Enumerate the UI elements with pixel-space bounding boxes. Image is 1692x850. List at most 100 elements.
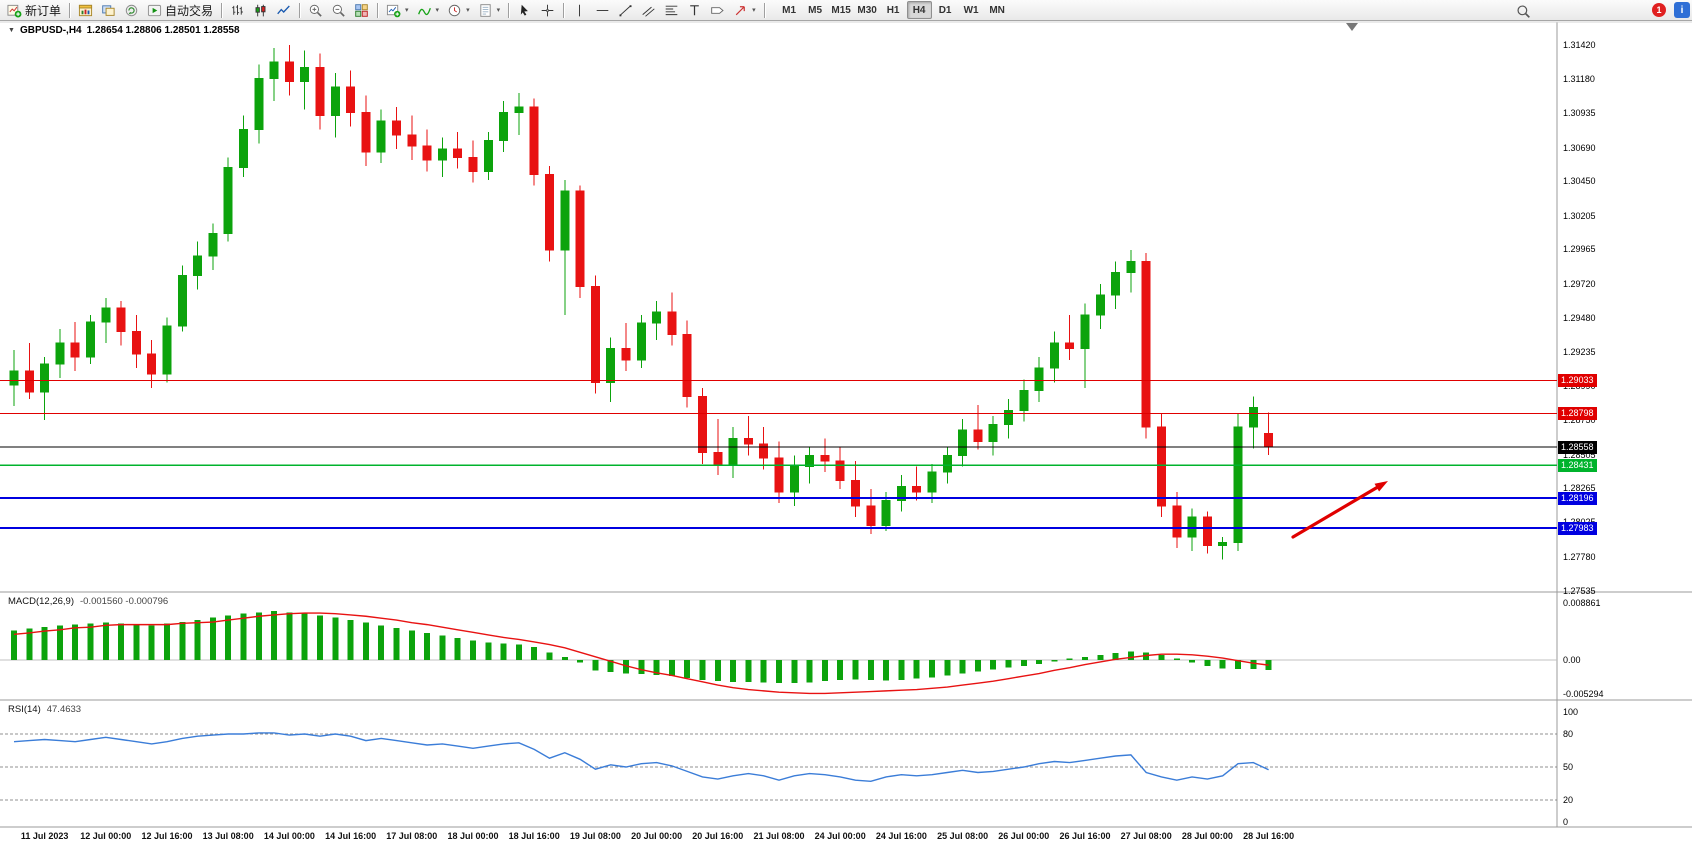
timeframe-toolbar: M1 M5 M15 M30 H1 H4 D1 W1 MN <box>777 1 1010 19</box>
toolbar-separator <box>508 2 510 18</box>
trendline-icon <box>619 4 632 16</box>
horizontal-line-tool-button[interactable] <box>591 1 614 20</box>
ohlc-values: 1.28654 1.28806 1.28501 1.28558 <box>86 25 240 36</box>
timeframe-m15-button[interactable]: M15 <box>831 4 851 16</box>
candlestick-mode-button[interactable] <box>249 1 272 20</box>
macd-histogram <box>11 611 1272 684</box>
timeframe-m1-button[interactable]: M1 <box>782 4 797 16</box>
new-order-button[interactable]: 新订单 <box>3 1 65 20</box>
search-button[interactable] <box>1512 2 1535 21</box>
chart-title: ▼ GBPUSD-,H4 1.28654 1.28806 1.28501 1.2… <box>8 25 240 36</box>
tile-windows-button[interactable] <box>350 1 373 20</box>
candles-series <box>9 45 1274 560</box>
timeframe-mn-button[interactable]: MN <box>989 4 1005 16</box>
pane-separators <box>0 21 1692 828</box>
line-icon <box>277 5 290 14</box>
cursor-icon <box>520 4 528 16</box>
cursor-button[interactable] <box>513 1 536 20</box>
rsi-pane <box>0 732 1557 801</box>
notification-badge[interactable]: 1 <box>1652 3 1666 17</box>
zoom-in-button[interactable] <box>304 1 327 20</box>
zoom-out-icon <box>332 4 345 17</box>
new-chart-icon <box>386 4 401 17</box>
toolbar-separator <box>763 2 765 18</box>
rsi-indicator-label: RSI(14) 47.4633 <box>8 704 81 715</box>
bars-icon <box>232 4 243 15</box>
periods-button[interactable]: ▾ <box>443 1 474 20</box>
search-icon <box>1517 5 1530 18</box>
chart-window-icon <box>78 4 93 16</box>
profiles-icon <box>102 4 115 16</box>
autotrade-icon <box>147 4 162 16</box>
new-order-icon <box>7 4 22 17</box>
trendline-tool-button[interactable] <box>614 1 637 20</box>
macd-signal-line <box>13 612 1269 695</box>
crosshair-button[interactable] <box>536 1 559 20</box>
dropdown-arrow-icon: ▾ <box>405 7 409 14</box>
macd-name: MACD(12,26,9) <box>8 596 74 607</box>
symbol-dropdown-icon[interactable]: ▼ <box>8 27 15 34</box>
refresh-button[interactable] <box>120 1 143 20</box>
dropdown-arrow-icon: ▾ <box>435 7 440 14</box>
channel-icon <box>642 6 655 17</box>
timeframe-h4-button[interactable]: H4 <box>906 1 932 19</box>
text-icon <box>690 4 699 15</box>
toolbar-separator <box>221 2 223 18</box>
zoom-out-button[interactable] <box>327 1 350 20</box>
line-chart-mode-button[interactable] <box>272 1 295 20</box>
chart-shift-marker-icon[interactable] <box>1346 23 1358 31</box>
tile-icon <box>355 3 368 17</box>
trend-arrow-annotation[interactable] <box>1291 481 1388 539</box>
candles-icon <box>255 4 266 16</box>
macd-values: -0.001560 -0.000796 <box>80 596 169 607</box>
vline-icon <box>579 4 581 16</box>
timeframe-d1-button[interactable]: D1 <box>938 4 952 16</box>
autotrading-button[interactable]: 自动交易 <box>143 1 217 20</box>
autotrading-label: 自动交易 <box>165 3 214 18</box>
toolbar-separator <box>377 2 379 18</box>
refresh-icon <box>125 4 138 16</box>
macd-pane <box>0 611 1557 695</box>
price-level-lines <box>0 379 1557 530</box>
arrows-tool-button[interactable]: ▾ <box>729 1 760 20</box>
vertical-line-tool-button[interactable] <box>568 1 591 20</box>
indicators-button[interactable]: ▾ <box>413 1 444 20</box>
label-icon <box>711 6 724 14</box>
toolbar-separator <box>299 2 301 18</box>
toolbar-separator <box>563 2 565 18</box>
main-toolbar: 新订单 自动交易 ▾ ▾ ▾ ▾ ▾ M1 M5 M15 M30 H1 H4 D1 W1 MN 1 i <box>0 0 1692 21</box>
new-order-label: 新订单 <box>25 3 62 18</box>
toolbar-separator <box>69 2 71 18</box>
timeframe-m30-button[interactable]: M30 <box>857 4 877 16</box>
clock-icon <box>448 4 461 16</box>
symbol-period-label: GBPUSD-,H4 <box>19 25 82 36</box>
macd-indicator-label: MACD(12,26,9) -0.001560 -0.000796 <box>8 596 168 607</box>
fibo-icon <box>665 5 678 15</box>
charts-window-button[interactable] <box>74 1 97 20</box>
rsi-line <box>13 732 1269 783</box>
bar-chart-mode-button[interactable] <box>226 1 249 20</box>
timeframe-w1-button[interactable]: W1 <box>963 4 979 16</box>
arrows-icon <box>735 5 745 15</box>
timeframe-m5-button[interactable]: M5 <box>808 4 823 16</box>
label-tool-button[interactable] <box>706 1 729 20</box>
profiles-button[interactable] <box>97 1 120 20</box>
timeframe-h1-button[interactable]: H1 <box>886 4 900 16</box>
channel-tool-button[interactable] <box>637 1 660 20</box>
dropdown-arrow-icon: ▾ <box>496 7 501 14</box>
app-icon[interactable]: i <box>1674 2 1690 18</box>
dropdown-arrow-icon: ▾ <box>466 7 470 14</box>
zoom-in-icon <box>309 4 322 17</box>
dropdown-arrow-icon: ▾ <box>752 7 756 14</box>
fibonacci-tool-button[interactable] <box>660 1 683 20</box>
templates-button[interactable]: ▾ <box>474 1 505 20</box>
template-icon <box>479 3 491 17</box>
hline-icon <box>596 9 609 11</box>
rsi-value: 47.4633 <box>46 704 82 715</box>
crosshair-icon <box>541 4 554 16</box>
text-tool-button[interactable] <box>683 1 706 20</box>
new-chart-button[interactable]: ▾ <box>382 1 413 20</box>
indicators-icon <box>417 7 431 15</box>
rsi-name: RSI(14) <box>8 704 41 715</box>
